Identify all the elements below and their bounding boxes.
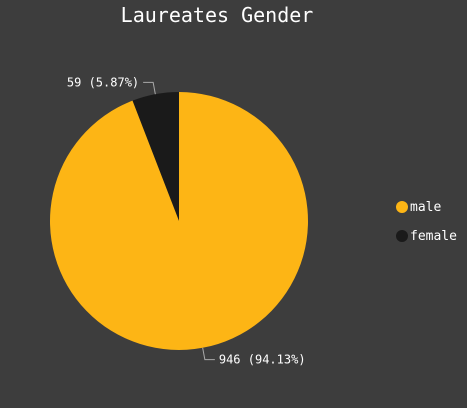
leader-line-female <box>143 81 156 95</box>
data-labels-layer: 59 (5.87%) 946 (94.13%) <box>67 75 306 366</box>
leader-line-male <box>202 347 215 361</box>
legend-label-female[interactable]: female <box>410 229 457 244</box>
data-label-male: 946 (94.13%) <box>219 353 306 367</box>
chart-title: Laureates Gender <box>121 3 314 27</box>
data-label-female: 59 (5.87%) <box>67 75 139 89</box>
slices-layer <box>49 92 309 350</box>
legend-marker-male[interactable] <box>396 201 408 213</box>
pie-slice-male[interactable] <box>49 92 309 350</box>
pie-slice-female[interactable] <box>132 92 179 221</box>
legend-label-male[interactable]: male <box>410 200 441 215</box>
legend: male female <box>396 200 457 244</box>
legend-marker-female[interactable] <box>396 230 408 242</box>
